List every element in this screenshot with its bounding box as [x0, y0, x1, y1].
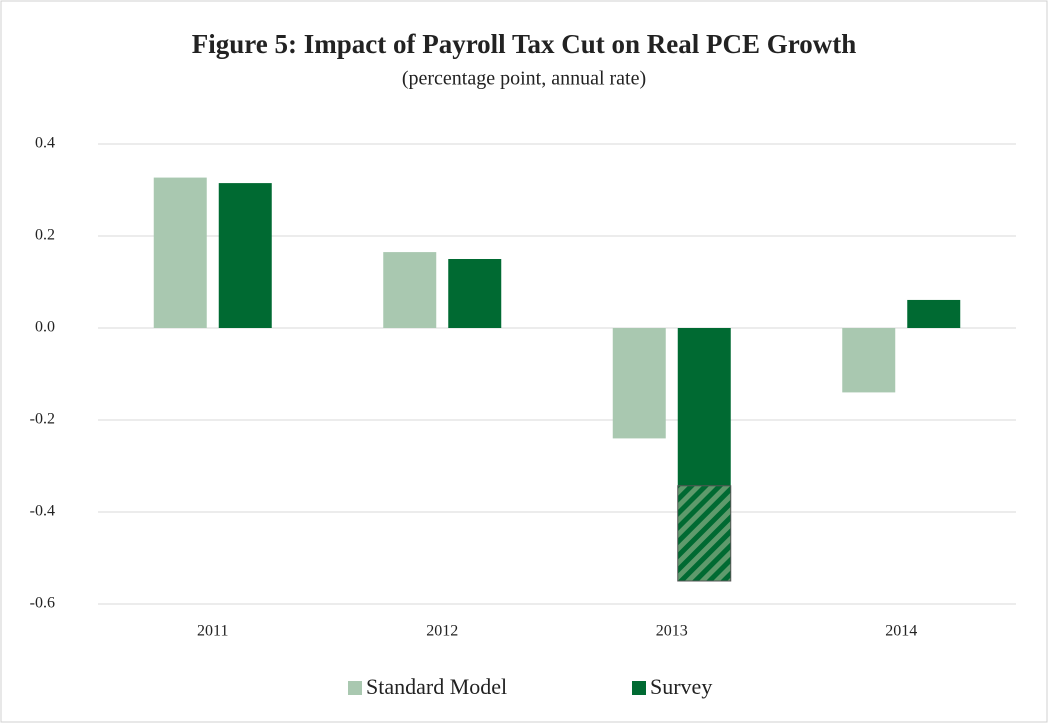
legend-swatch — [632, 681, 646, 695]
bar — [907, 299, 961, 328]
y-tick-label: 0.2 — [35, 227, 55, 244]
chart-title: Figure 5: Impact of Payroll Tax Cut on R… — [192, 29, 857, 59]
y-tick-label: 0.4 — [35, 135, 55, 152]
y-tick-label: -0.6 — [30, 595, 55, 612]
y-tick-label: -0.4 — [30, 503, 55, 520]
bar — [153, 177, 207, 328]
y-tick-label: -0.2 — [30, 411, 55, 428]
bar — [612, 328, 666, 439]
bar — [842, 328, 896, 393]
x-tick-label: 2014 — [885, 623, 917, 640]
y-tick-label: 0.0 — [35, 319, 55, 336]
chart-subtitle: (percentage point, annual rate) — [402, 68, 646, 90]
bar — [448, 259, 502, 328]
legend-label: Survey — [650, 674, 712, 699]
legend-swatch — [348, 681, 362, 695]
x-tick-label: 2012 — [426, 623, 458, 640]
legend-label: Standard Model — [366, 674, 507, 699]
bar — [218, 183, 272, 328]
hatched-segment — [677, 485, 732, 582]
bar — [383, 252, 437, 328]
x-tick-label: 2011 — [197, 623, 228, 640]
x-tick-label: 2013 — [656, 623, 688, 640]
